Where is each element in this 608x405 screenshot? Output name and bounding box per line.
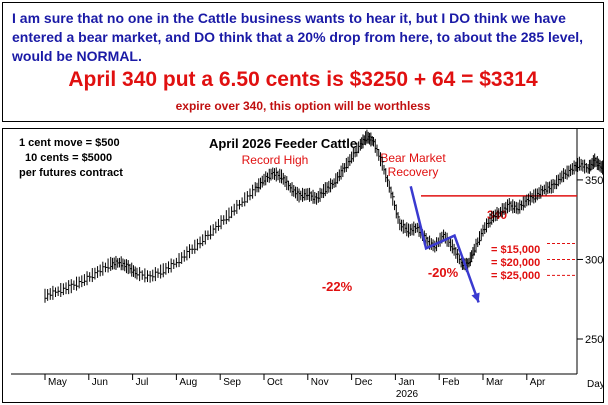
loss-label-20000: = $20,000 — [491, 257, 540, 269]
chart-title: April 2026 Feeder Cattle — [209, 136, 357, 151]
commentary-text: I am sure that no one in the Cattle busi… — [12, 10, 584, 64]
x-tick-label: Jun — [92, 377, 108, 388]
x-tick-label: Sep — [223, 377, 241, 388]
loss-label-15000: = $15,000 — [491, 244, 540, 256]
record-high-label: Record High — [242, 153, 309, 167]
x-tick-label: Jan — [398, 377, 414, 388]
y-tick-label: 350 — [585, 175, 603, 187]
x-tick-label: Dec — [355, 377, 373, 388]
y-tick-label: 250 — [585, 334, 603, 346]
drop-low-label: -22% — [322, 279, 353, 294]
price-chart: April 2026 Feeder Cattle 1 cent move = $… — [11, 129, 603, 400]
projection-arrowhead — [471, 292, 480, 303]
recovery-label: Recovery — [388, 165, 439, 179]
y-tick-label: 300 — [585, 254, 603, 266]
x-tick-label: Apr — [530, 377, 546, 388]
x-unit-label: Day — [587, 379, 603, 390]
contract-note-2: 10 cents = $5000 — [25, 152, 112, 164]
x-tick-label: Jul — [136, 377, 149, 388]
contract-note-1: 1 cent move = $500 — [19, 137, 120, 149]
contract-note-3: per futures contract — [19, 167, 123, 179]
bear-market-label: Bear Market — [380, 151, 446, 165]
year-label: 2026 — [396, 389, 419, 400]
projected-drop-label: -20% — [428, 265, 459, 280]
expiry-note: expire over 340, this option will be wor… — [175, 99, 431, 113]
x-tick-label: Oct — [267, 377, 283, 388]
put-option-calculation: April 340 put a 6.50 cents is $3250 + 64… — [68, 68, 538, 91]
loss-label-25000: = $25,000 — [491, 270, 540, 282]
x-tick-label: May — [48, 377, 67, 388]
x-tick-label: Feb — [442, 377, 460, 388]
chart-frame: April 2026 Feeder Cattle 1 cent move = $… — [2, 128, 604, 403]
x-tick-label: Aug — [179, 377, 197, 388]
commentary-panel: I am sure that no one in the Cattle busi… — [2, 2, 604, 122]
projection-line — [409, 185, 480, 303]
x-tick-label: Nov — [311, 377, 329, 388]
x-tick-label: Mar — [486, 377, 504, 388]
